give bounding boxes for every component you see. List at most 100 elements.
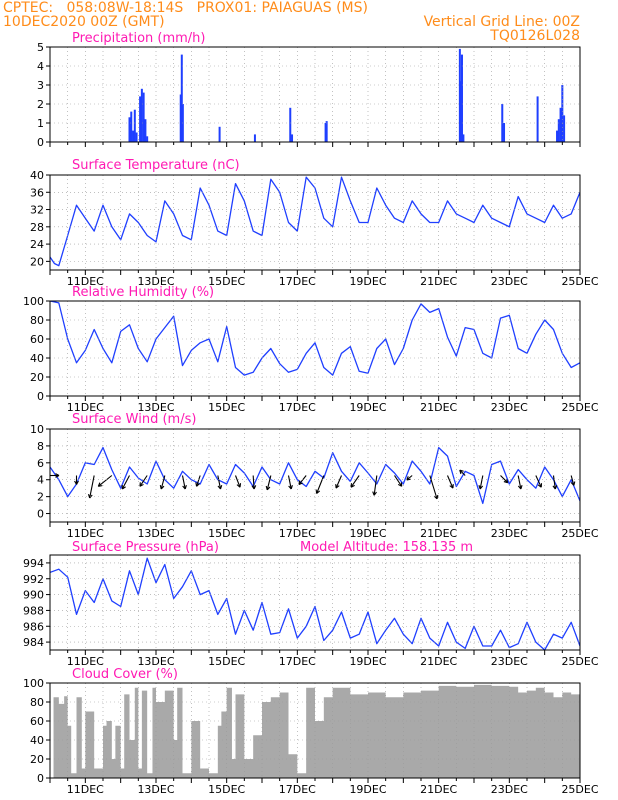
wind-arrow [217,475,222,490]
x-tick-label: 25DEC [561,275,598,288]
x-tick-label: 11DEC [67,527,104,540]
wind-arrow-head [288,485,292,490]
wind-arrow [97,475,113,487]
x-tick-label: 23DEC [491,655,528,668]
precip-bar [458,48,461,142]
wind-arrow-head [406,478,411,481]
panel-5 [46,682,581,783]
x-tick-label: 11DEC [67,275,104,288]
x-tick-label: 13DEC [137,275,174,288]
wind-arrow-head [350,484,355,488]
wind-arrow [500,475,509,484]
precip-bar [253,134,256,142]
wind-arrow-head [573,481,576,486]
wind-arrow [252,475,255,490]
y-tick-label: 8 [37,440,44,453]
precip-bar [559,107,562,142]
wind-arrow-head [265,485,268,491]
wind-arrow [552,475,556,490]
wind-arrow-head [459,469,462,475]
wind-arrow-head [373,491,377,496]
precip-bar [218,126,221,142]
y-tick-label: 36 [30,186,44,199]
precip-bar [561,85,564,142]
wind-arrow [406,475,413,481]
y-tick-label: 984 [23,636,44,649]
x-tick-label: 11DEC [67,783,104,796]
wind-arrow-head [239,483,242,488]
series-line [50,301,580,376]
x-tick-label: 23DEC [491,275,528,288]
wind-arrow [287,475,292,490]
y-tick-label: 990 [23,589,44,602]
x-tick-label: 19DEC [349,527,386,540]
series-line [50,176,580,267]
wind-arrow-head [372,491,375,496]
y-tick-label: 0 [37,508,44,521]
precip-bar [462,134,465,142]
y-tick-label: 80 [30,314,44,327]
wind-arrow [266,475,272,491]
header-location: CPTEC: 058:08W-18:14S PROX01: PAIAGUAS (… [3,0,368,16]
wind-arrow-head [98,485,103,487]
x-tick-label: 11DEC [67,655,104,668]
wind-arrow [160,475,166,490]
panel-1 [46,174,581,275]
x-tick-label: 25DEC [561,401,598,414]
precip-bar [135,132,138,142]
precip-bar [459,81,462,142]
y-tick-label: 986 [23,620,44,633]
wind-arrow-head [449,485,454,489]
x-tick-label: 23DEC [491,401,528,414]
y-tick-label: 0 [37,390,44,403]
wind-arrow [121,475,130,490]
wind-arrow-head [335,485,340,489]
x-tick-label: 19DEC [349,401,386,414]
x-tick-label: 21DEC [420,527,457,540]
panel-title: Precipitation (mm/h) [72,31,205,46]
precip-bar [536,96,539,142]
precip-bar [142,92,145,142]
wind-arrow [335,475,343,489]
x-tick-label: 23DEC [491,783,528,796]
y-tick-label: 988 [23,604,44,617]
panel-0 [46,46,581,147]
panel-2 [46,300,581,401]
y-tick-label: 100 [23,295,44,308]
x-tick-label: 11DEC [67,401,104,414]
wind-arrow-head [139,483,144,487]
panel-4 [46,554,581,655]
wind-arrow [181,475,186,490]
wind-arrow [234,475,241,488]
y-tick-label: 1 [37,117,44,130]
wind-arrow-head [517,485,522,490]
panel-3 [46,428,581,527]
panel-title: Cloud Cover (%) [72,667,178,682]
y-tick-label: 20 [30,371,44,384]
wind-arrow-head [266,486,271,491]
y-tick-label: 994 [23,557,44,570]
precip-bar [291,134,294,142]
precip-bar [563,115,566,142]
x-tick-label: 21DEC [420,783,457,796]
wind-arrow-head [459,469,464,472]
y-tick-label: 4 [37,474,44,487]
x-tick-label: 15DEC [208,401,245,414]
panel-title: Relative Humidity (%) [72,285,214,300]
wind-arrow-head [478,485,481,490]
wind-arrow-head [55,473,60,476]
y-tick-label: 10 [30,423,44,436]
wind-arrow-head [160,485,165,490]
x-tick-label: 13DEC [137,527,174,540]
y-tick-label: 24 [30,238,44,251]
wind-arrow-head [552,485,556,490]
wind-arrow-head [253,485,257,490]
wind-arrow [316,475,325,494]
wind-arrow-head [74,480,77,485]
wind-arrow-head [55,475,60,478]
wind-arrow [446,475,454,489]
x-tick-label: 21DEC [420,275,457,288]
y-tick-label: 5 [37,41,44,54]
precip-bar [179,94,182,142]
precip-bar [557,119,560,142]
